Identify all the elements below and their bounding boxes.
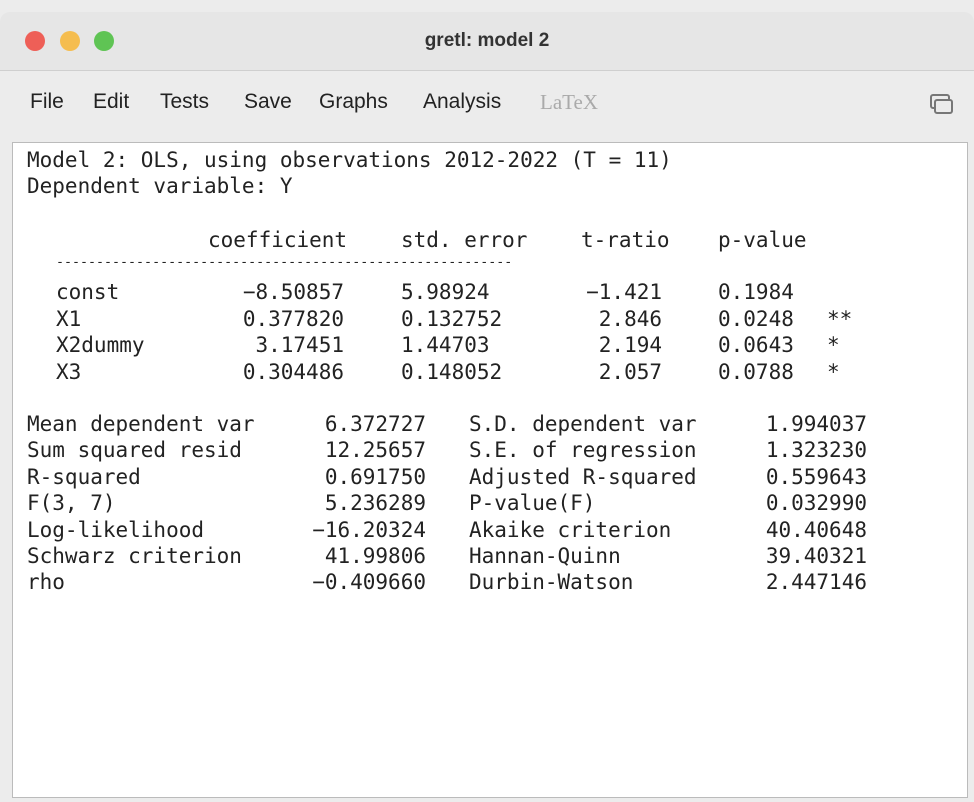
window-icon[interactable] bbox=[928, 92, 954, 116]
stat-value: 5.236289 bbox=[324, 491, 426, 516]
title-bar: gretl: model 2 bbox=[0, 12, 974, 71]
menu-item[interactable]: File bbox=[30, 90, 64, 113]
t-ratio: 2.057 bbox=[598, 360, 662, 385]
p-value: 0.0248 bbox=[718, 306, 794, 331]
stat-value: −16.20324 bbox=[312, 517, 426, 542]
stat-label: P-value(F) bbox=[469, 491, 596, 516]
stat-label: S.E. of regression bbox=[469, 438, 697, 463]
stat-value: 12.25657 bbox=[324, 438, 426, 463]
stat-label: Akaike criterion bbox=[469, 517, 672, 542]
stat-label: F(3, 7) bbox=[27, 491, 116, 516]
stat-label: Mean dependent var bbox=[27, 412, 255, 436]
heading-line: Dependent variable: Y bbox=[27, 174, 293, 198]
column-header: std. error bbox=[401, 228, 528, 252]
stat-value: 39.40321 bbox=[765, 544, 867, 568]
stat-label: Durbin-Watson bbox=[469, 570, 634, 595]
t-ratio: 2.194 bbox=[598, 333, 662, 358]
window-title: gretl: model 2 bbox=[424, 30, 550, 51]
std-error: 0.148052 bbox=[401, 360, 503, 385]
stat-value: 0.691750 bbox=[324, 464, 426, 489]
significance-stars: * bbox=[827, 360, 840, 385]
output-text: Model 2: OLS, using observations 2012-20… bbox=[12, 142, 968, 798]
menu-item[interactable]: Tests bbox=[160, 90, 210, 113]
menu-item[interactable]: Save bbox=[244, 90, 292, 113]
stat-value: 0.559643 bbox=[765, 464, 867, 489]
variable-name: X3 bbox=[56, 360, 82, 385]
stat-label: Log-likelihood bbox=[27, 517, 205, 542]
stat-value: 1.994037 bbox=[765, 412, 867, 436]
p-value: 0.0643 bbox=[718, 333, 794, 358]
stat-label: Adjusted R-squared bbox=[469, 464, 697, 489]
zoom-button[interactable] bbox=[94, 31, 114, 51]
menu-item[interactable]: Analysis bbox=[423, 90, 502, 113]
significance-stars: ** bbox=[827, 306, 853, 331]
column-header: t-ratio bbox=[581, 228, 670, 252]
menu-item[interactable]: Graphs bbox=[319, 90, 388, 113]
variable-name: X1 bbox=[56, 306, 82, 331]
variable-name: X2dummy bbox=[56, 333, 145, 358]
coefficient: 3.17451 bbox=[255, 333, 344, 358]
variable-name: const bbox=[56, 280, 120, 304]
coefficient: 0.304486 bbox=[242, 360, 344, 385]
stat-value: −0.409660 bbox=[312, 570, 426, 595]
close-button[interactable] bbox=[25, 31, 45, 51]
stat-label: S.D. dependent var bbox=[469, 412, 697, 436]
column-header: coefficient bbox=[208, 228, 348, 252]
stat-value: 40.40648 bbox=[765, 517, 867, 542]
coefficient: 0.377820 bbox=[242, 306, 344, 331]
minimize-button[interactable] bbox=[60, 31, 80, 51]
stat-value: 41.99806 bbox=[324, 544, 426, 568]
stat-label: rho bbox=[27, 570, 65, 595]
stat-label: Schwarz criterion bbox=[27, 544, 242, 568]
p-value: 0.1984 bbox=[718, 280, 794, 304]
separator: ----------------------------------------… bbox=[56, 255, 513, 270]
stat-label: Sum squared resid bbox=[27, 438, 242, 463]
std-error: 5.98924 bbox=[401, 280, 490, 304]
coefficient: −8.50857 bbox=[242, 280, 344, 304]
menu-item[interactable]: Edit bbox=[93, 90, 130, 113]
stat-label: R-squared bbox=[27, 464, 141, 489]
significance-stars: * bbox=[827, 333, 840, 358]
std-error: 0.132752 bbox=[401, 306, 503, 331]
t-ratio: 2.846 bbox=[598, 306, 662, 331]
p-value: 0.0788 bbox=[718, 360, 794, 385]
stat-value: 1.323230 bbox=[765, 438, 867, 463]
stat-value: 0.032990 bbox=[765, 491, 867, 516]
std-error: 1.44703 bbox=[401, 333, 490, 358]
stat-value: 6.372727 bbox=[324, 412, 426, 436]
t-ratio: −1.421 bbox=[586, 280, 662, 304]
stat-label: Hannan-Quinn bbox=[469, 544, 621, 568]
column-header: p-value bbox=[718, 228, 807, 252]
stat-value: 2.447146 bbox=[765, 570, 867, 595]
menu-item[interactable]: LaTeX bbox=[540, 90, 598, 114]
heading-line: Model 2: OLS, using observations 2012-20… bbox=[27, 148, 672, 172]
